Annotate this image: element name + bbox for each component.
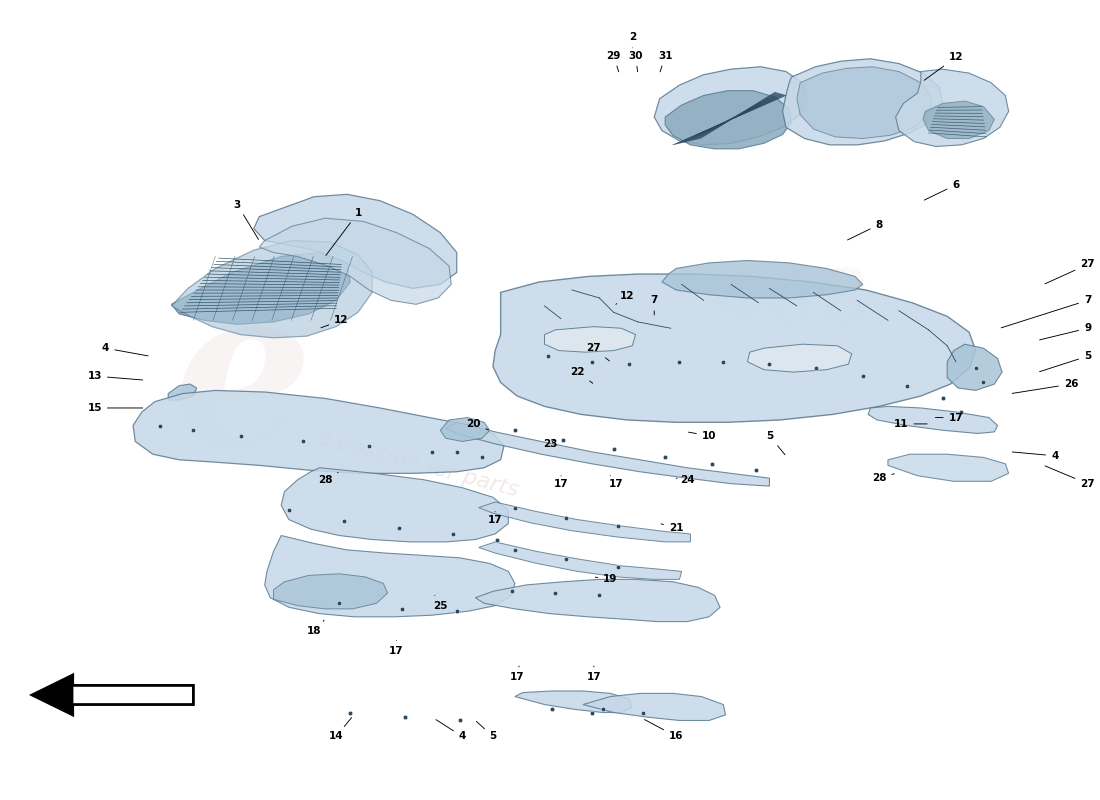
Text: 12: 12	[924, 52, 964, 80]
Text: 14: 14	[329, 718, 352, 742]
Text: 4: 4	[436, 720, 466, 742]
Polygon shape	[666, 90, 791, 149]
Text: 16: 16	[645, 719, 683, 742]
Polygon shape	[274, 574, 387, 609]
Polygon shape	[583, 694, 726, 721]
Text: 3: 3	[233, 200, 258, 239]
Polygon shape	[265, 535, 515, 617]
Polygon shape	[515, 691, 632, 713]
Polygon shape	[796, 66, 932, 138]
Text: 30: 30	[628, 50, 642, 72]
Text: 4: 4	[1012, 451, 1058, 461]
Polygon shape	[895, 69, 1009, 146]
Text: 28: 28	[872, 473, 894, 483]
Text: a passion for parts: a passion for parts	[316, 427, 521, 500]
Text: 29: 29	[606, 50, 620, 72]
Text: 13: 13	[87, 371, 143, 381]
Polygon shape	[172, 241, 372, 338]
Polygon shape	[478, 542, 682, 579]
Polygon shape	[888, 454, 1009, 482]
Text: 12: 12	[321, 315, 349, 328]
Text: 27: 27	[1045, 259, 1094, 284]
Polygon shape	[947, 344, 1002, 390]
Text: 17: 17	[586, 666, 602, 682]
Text: 20: 20	[466, 419, 488, 430]
Text: 18: 18	[307, 620, 324, 636]
Text: 17: 17	[487, 512, 503, 525]
Text: 488: 488	[712, 267, 871, 342]
Polygon shape	[478, 502, 691, 542]
Text: 10: 10	[689, 431, 716, 441]
Text: 25: 25	[433, 595, 448, 610]
Text: 19: 19	[595, 574, 617, 584]
Text: 17: 17	[389, 641, 404, 656]
Text: 9: 9	[1040, 323, 1091, 340]
Polygon shape	[254, 194, 456, 288]
Polygon shape	[654, 66, 807, 145]
Polygon shape	[475, 579, 720, 622]
Text: 7: 7	[650, 295, 658, 315]
Text: 21: 21	[661, 522, 683, 533]
Polygon shape	[133, 390, 504, 474]
Polygon shape	[260, 218, 451, 304]
Text: 23: 23	[542, 439, 558, 449]
Text: e: e	[172, 276, 314, 492]
Polygon shape	[168, 384, 197, 400]
Text: 5: 5	[766, 431, 785, 454]
Polygon shape	[662, 261, 862, 298]
Polygon shape	[868, 406, 998, 434]
Text: 8: 8	[847, 220, 883, 240]
Text: 1: 1	[326, 208, 362, 255]
Text: 7: 7	[1001, 295, 1091, 328]
Text: 12: 12	[616, 291, 634, 304]
Text: 11: 11	[894, 419, 927, 429]
Polygon shape	[782, 58, 943, 145]
Text: 31: 31	[658, 50, 672, 72]
Text: 28: 28	[318, 473, 338, 485]
Text: 17: 17	[935, 413, 964, 422]
Text: 5: 5	[1040, 351, 1091, 372]
Polygon shape	[282, 468, 508, 542]
Text: 17: 17	[553, 476, 569, 489]
Text: 24: 24	[676, 474, 694, 485]
Text: 6: 6	[924, 180, 959, 200]
Polygon shape	[32, 675, 73, 715]
Text: 17: 17	[608, 476, 623, 489]
Polygon shape	[923, 101, 994, 138]
Polygon shape	[446, 422, 769, 486]
Text: 27: 27	[586, 343, 609, 361]
Polygon shape	[32, 675, 194, 715]
Polygon shape	[544, 326, 636, 352]
Text: 4: 4	[102, 343, 148, 356]
Text: 15: 15	[87, 403, 143, 413]
Text: 27: 27	[1045, 466, 1094, 489]
Polygon shape	[440, 418, 490, 442]
Polygon shape	[748, 344, 851, 372]
Text: 2: 2	[629, 32, 636, 48]
Text: 26: 26	[1012, 379, 1078, 394]
Text: 17: 17	[509, 666, 525, 682]
Polygon shape	[172, 253, 350, 324]
Polygon shape	[493, 274, 976, 422]
Text: 5: 5	[476, 722, 496, 742]
Text: 22: 22	[570, 367, 593, 383]
